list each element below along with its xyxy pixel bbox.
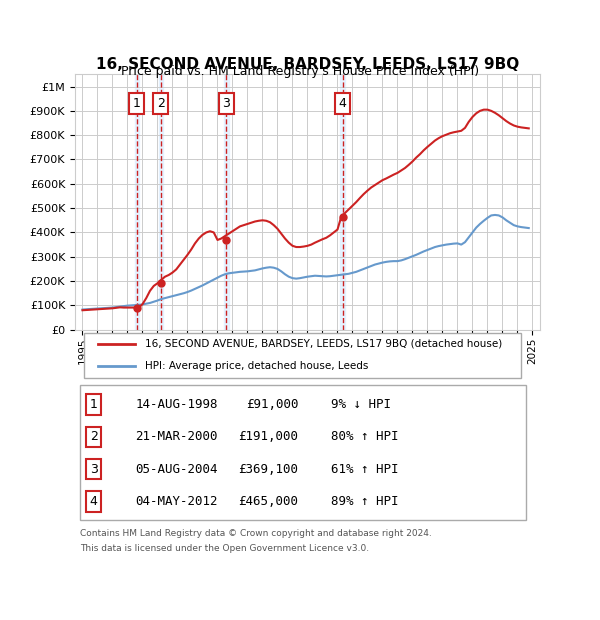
Text: HPI: Average price, detached house, Leeds: HPI: Average price, detached house, Leed…	[145, 361, 368, 371]
Text: 04-MAY-2012: 04-MAY-2012	[136, 495, 218, 508]
Text: 80% ↑ HPI: 80% ↑ HPI	[331, 430, 398, 443]
Title: 16, SECOND AVENUE, BARDSEY, LEEDS, LS17 9BQ: 16, SECOND AVENUE, BARDSEY, LEEDS, LS17 …	[96, 57, 519, 72]
Text: 16, SECOND AVENUE, BARDSEY, LEEDS, LS17 9BQ (detached house): 16, SECOND AVENUE, BARDSEY, LEEDS, LS17 …	[145, 339, 502, 349]
Bar	[340, 74, 345, 330]
Text: 2: 2	[89, 430, 98, 443]
Text: £465,000: £465,000	[238, 495, 298, 508]
Text: 2: 2	[157, 97, 165, 110]
Text: 14-AUG-1998: 14-AUG-1998	[136, 398, 218, 411]
Text: 21-MAR-2000: 21-MAR-2000	[136, 430, 218, 443]
Bar	[134, 74, 139, 330]
Text: 89% ↑ HPI: 89% ↑ HPI	[331, 495, 398, 508]
Text: 61% ↑ HPI: 61% ↑ HPI	[331, 463, 398, 476]
Text: Contains HM Land Registry data © Crown copyright and database right 2024.: Contains HM Land Registry data © Crown c…	[80, 529, 431, 538]
Text: 9% ↓ HPI: 9% ↓ HPI	[331, 398, 391, 411]
Text: 1: 1	[133, 97, 141, 110]
Text: 3: 3	[223, 97, 230, 110]
Bar	[158, 74, 163, 330]
Bar	[224, 74, 229, 330]
Text: £191,000: £191,000	[238, 430, 298, 443]
Text: 05-AUG-2004: 05-AUG-2004	[136, 463, 218, 476]
FancyBboxPatch shape	[84, 334, 521, 378]
Text: 3: 3	[89, 463, 98, 476]
Text: £369,100: £369,100	[238, 463, 298, 476]
Text: 1: 1	[89, 398, 98, 411]
Text: This data is licensed under the Open Government Licence v3.0.: This data is licensed under the Open Gov…	[80, 544, 369, 553]
Text: 4: 4	[338, 97, 347, 110]
Text: Price paid vs. HM Land Registry's House Price Index (HPI): Price paid vs. HM Land Registry's House …	[121, 65, 479, 78]
Text: £91,000: £91,000	[246, 398, 298, 411]
Text: 4: 4	[89, 495, 98, 508]
